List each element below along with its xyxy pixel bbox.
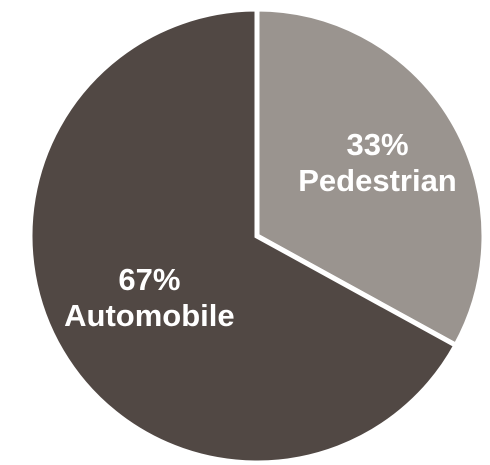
- pie-percent-label-pedestrian: 33%: [346, 127, 408, 162]
- pie-slices: [27, 6, 487, 465]
- pie-slice-pedestrian: [254, 6, 487, 349]
- pie-labels: 33%Pedestrian 67%Automobile: [64, 127, 457, 333]
- pie-percent-label-automobile: 67%: [118, 262, 180, 297]
- pie-category-label-pedestrian: Pedestrian: [298, 163, 457, 198]
- pie-category-label-automobile: Automobile: [64, 298, 235, 333]
- pie-slice-automobile: [27, 6, 460, 465]
